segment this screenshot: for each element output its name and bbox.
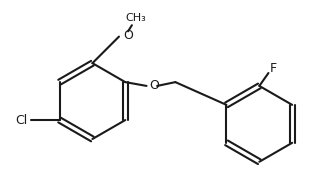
Text: O: O bbox=[150, 79, 160, 92]
Text: F: F bbox=[270, 62, 277, 75]
Text: O: O bbox=[123, 29, 133, 42]
Text: CH₃: CH₃ bbox=[125, 13, 146, 23]
Text: Cl: Cl bbox=[15, 114, 28, 127]
